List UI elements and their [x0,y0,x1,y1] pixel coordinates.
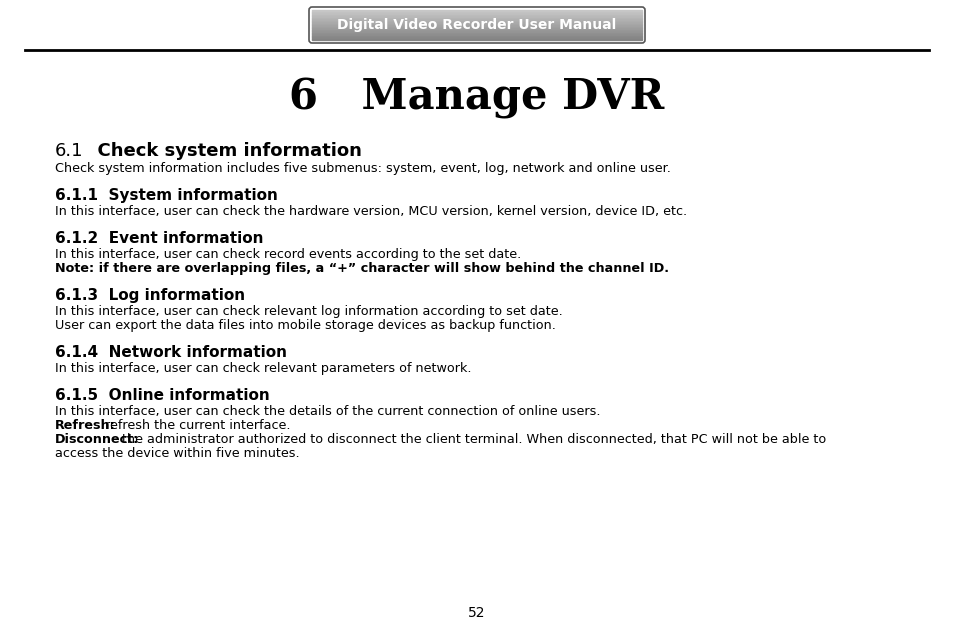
Text: 6.1.5  Online information: 6.1.5 Online information [55,388,270,403]
Text: 52: 52 [468,606,485,620]
Text: refresh the current interface.: refresh the current interface. [101,419,291,432]
Bar [312,36,641,37]
Bar [312,24,641,25]
Bar [312,22,641,24]
Bar [312,10,641,11]
Bar [312,37,641,39]
Bar [312,34,641,36]
Bar [312,28,641,29]
Text: Disconnect:: Disconnect: [55,433,139,446]
Bar [312,29,641,31]
Text: Digital Video Recorder User Manual: Digital Video Recorder User Manual [337,18,616,32]
Text: In this interface, user can check relevant parameters of network.: In this interface, user can check releva… [55,362,471,375]
Text: the administrator authorized to disconnect the client terminal. When disconnecte: the administrator authorized to disconne… [118,433,825,446]
Text: 6   Manage DVR: 6 Manage DVR [289,77,664,119]
Text: Check system information: Check system information [85,142,361,160]
Bar [312,20,641,22]
Bar [312,18,641,19]
Text: In this interface, user can check the hardware version, MCU version, kernel vers: In this interface, user can check the ha… [55,205,686,218]
Text: Check system information includes five submenus: system, event, log, network and: Check system information includes five s… [55,162,670,175]
Bar [312,11,641,13]
Bar [312,27,641,28]
Text: access the device within five minutes.: access the device within five minutes. [55,447,299,460]
Text: 6.1.4  Network information: 6.1.4 Network information [55,345,287,360]
Bar [312,13,641,15]
Text: 6.1.3  Log information: 6.1.3 Log information [55,288,245,303]
Text: In this interface, user can check relevant log information according to set date: In this interface, user can check releva… [55,305,562,318]
Text: In this interface, user can check the details of the current connection of onlin: In this interface, user can check the de… [55,405,599,418]
Text: 6.1: 6.1 [55,142,84,160]
Bar [312,31,641,32]
Bar [312,19,641,20]
Text: In this interface, user can check record events according to the set date.: In this interface, user can check record… [55,248,520,261]
Text: Refresh:: Refresh: [55,419,115,432]
Text: 6.1.1  System information: 6.1.1 System information [55,188,277,203]
Bar [312,15,641,16]
Text: 6.1.2  Event information: 6.1.2 Event information [55,231,263,246]
Bar [312,16,641,18]
Bar [312,39,641,40]
Text: Note: if there are overlapping files, a “+” character will show behind the chann: Note: if there are overlapping files, a … [55,262,668,275]
Bar [312,25,641,27]
Bar [312,32,641,34]
Text: User can export the data files into mobile storage devices as backup function.: User can export the data files into mobi… [55,319,556,332]
